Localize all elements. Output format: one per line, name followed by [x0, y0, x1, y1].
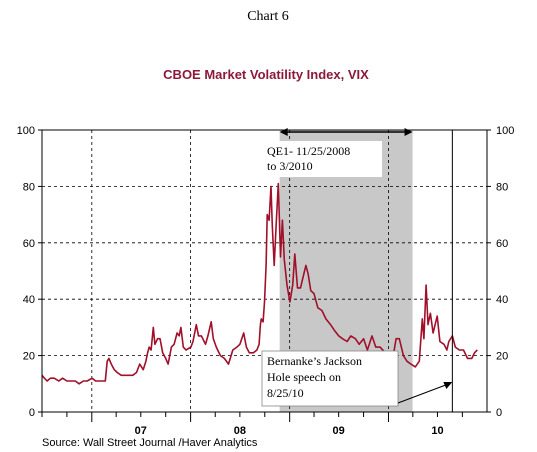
qe1-label-text: to 3/2010: [267, 159, 313, 173]
y-tick-label-left: 0: [29, 407, 35, 419]
jackson-hole-callout-head: [443, 382, 453, 389]
x-tick-label: 09: [333, 425, 345, 437]
y-tick-label-left: 80: [23, 181, 35, 193]
qe1-label-text: QE1- 11/25/2008: [267, 144, 350, 158]
jackson-hole-label-text: Bernanke’s Jackson: [267, 354, 362, 368]
vix-series-line: [41, 182, 478, 385]
qe1-arrow-head-left: [279, 128, 288, 136]
y-tick-label-left: 60: [23, 238, 35, 250]
y-tick-label-left: 20: [23, 351, 35, 363]
y-tick-label-right: 100: [496, 125, 514, 137]
y-tick-label-right: 0: [496, 407, 502, 419]
jackson-hole-label-box: [261, 350, 399, 407]
y-tick-label-left: 100: [17, 125, 35, 137]
y-tick-label-right: 80: [496, 181, 508, 193]
qe1-label-box: [262, 141, 382, 177]
x-tick-label: 10: [431, 425, 443, 437]
x-tick-label: 08: [234, 425, 246, 437]
chart-header: Chart 6: [247, 9, 289, 24]
chart-title: CBOE Market Volatility Index, VIX: [163, 67, 369, 82]
jackson-hole-label-text: Hole speech on: [267, 370, 341, 384]
x-tick-label: 07: [135, 425, 147, 437]
jackson-hole-label-text: 8/25/10: [267, 386, 304, 400]
qe1-arrow-head-right: [404, 128, 413, 136]
jackson-hole-callout-arrow: [397, 383, 449, 404]
y-tick-label-left: 40: [23, 294, 35, 306]
source-note: Source: Wall Street Journal /Haver Analy…: [42, 437, 258, 449]
y-tick-label-right: 40: [496, 294, 508, 306]
plot-area: 0 0 20 20 40 40 60 60 80 80 100 100 07 08 09 10 QE1- 11/…: [17, 125, 515, 437]
y-tick-label-right: 20: [496, 351, 508, 363]
y-tick-label-right: 60: [496, 238, 508, 250]
